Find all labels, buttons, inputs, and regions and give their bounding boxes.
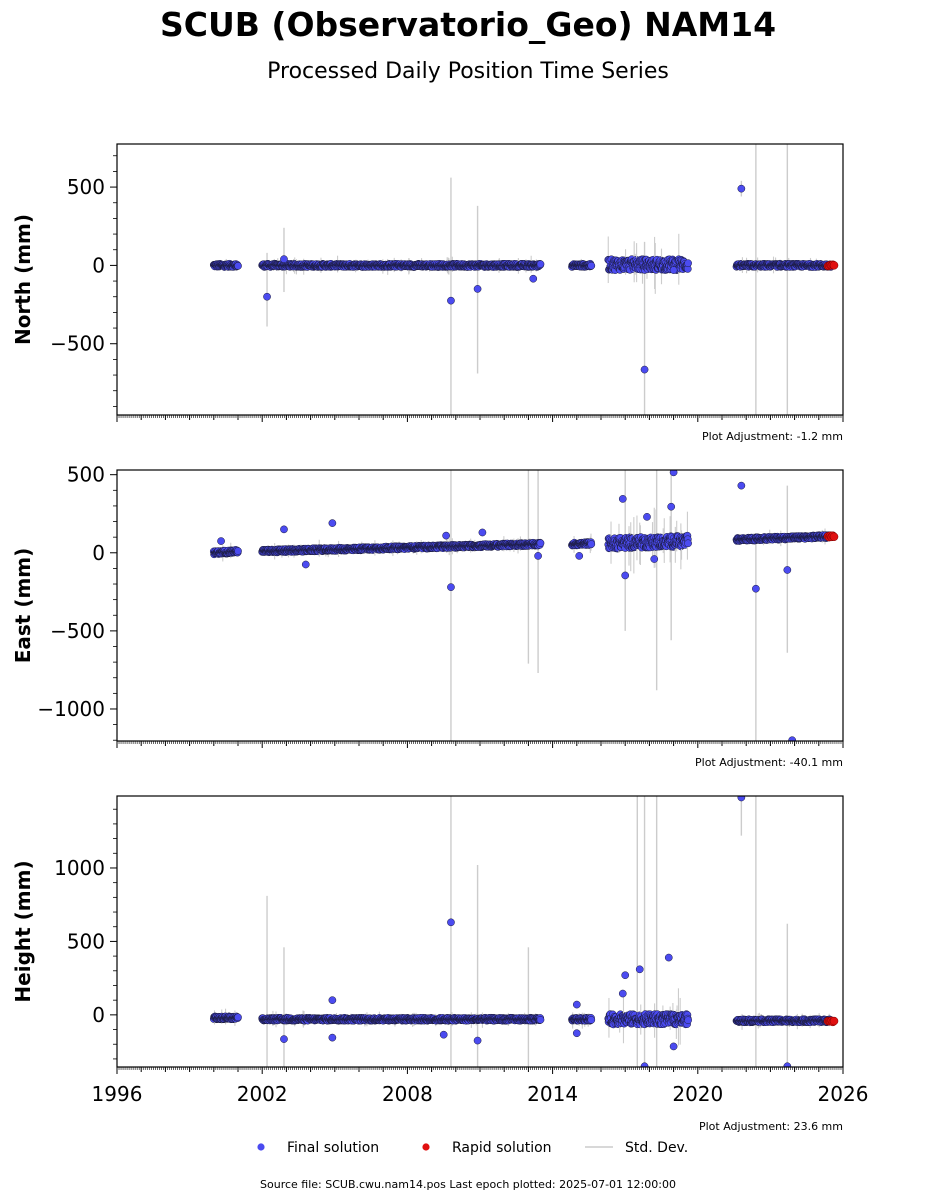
final-solution-point [263, 292, 271, 301]
final-solution-point [788, 736, 797, 741]
final-solution-point [536, 260, 545, 268]
panel-frame [116, 469, 844, 742]
final-solution-point [478, 528, 487, 537]
final-solution-point [536, 1015, 545, 1024]
final-solution-point [669, 470, 678, 477]
final-solution-point [587, 540, 596, 548]
final-solution-point [301, 560, 310, 569]
final-solution-point [536, 539, 545, 547]
final-solution-point [640, 365, 649, 374]
y-tick-label: 500 [67, 463, 105, 487]
final-solution-point [447, 296, 455, 305]
final-solution-point [280, 255, 288, 263]
plot-adjustment-note: Plot Adjustment: -1.2 mm [702, 430, 843, 443]
plot-area [209, 796, 839, 1067]
panel-1: 500 0 −500 North (mm) Plot Adjustment: -1.2 … [11, 143, 844, 443]
rapid-solution-point [829, 532, 839, 541]
y-tick-label: 500 [67, 175, 105, 199]
chart-subtitle: Processed Daily Position Time Series [267, 59, 669, 84]
final-solution-point [667, 502, 676, 511]
final-solution-point [737, 184, 746, 193]
final-solution-point [684, 259, 692, 268]
panel-frame [116, 143, 844, 416]
y-tick-label: −500 [50, 619, 105, 643]
final-solution-point [684, 539, 692, 548]
final-solution-point [442, 531, 450, 540]
final-solution-point [234, 547, 242, 555]
y-tick-label: 0 [92, 541, 105, 565]
plot-area [209, 470, 839, 741]
final-solution-point [234, 262, 242, 270]
rapid-solution-point [829, 261, 839, 270]
y-tick-label: −500 [50, 332, 105, 356]
final-solution-point [650, 555, 659, 563]
final-solution-point [575, 552, 584, 560]
panel-2: 500 0 −500 −1000 East (mm) Plot Adjustment: -… [11, 463, 844, 769]
final-solution-point [534, 552, 542, 560]
final-solution-point [643, 513, 651, 521]
final-solution-point [621, 571, 630, 580]
plot-adjustment-note: Plot Adjustment: -40.1 mm [695, 756, 843, 769]
y-tick-label: 0 [92, 253, 105, 277]
chart-title: SCUB (Observatorio_Geo) NAM14 [160, 5, 776, 44]
final-solution-point [587, 1016, 596, 1024]
final-solution-point [473, 285, 482, 293]
final-solution-point [783, 566, 792, 574]
final-solution-point [328, 519, 337, 527]
final-solution-point [618, 495, 627, 503]
final-solution-point [447, 583, 455, 591]
final-solution-point [529, 274, 538, 283]
y-tick-label: −1000 [37, 697, 105, 721]
plot-area [209, 144, 839, 415]
final-solution-point [752, 584, 760, 593]
final-solution-point [217, 537, 225, 545]
final-solution-point [669, 266, 678, 274]
y-axis-label: North (mm) [11, 214, 35, 345]
y-axis-label: East (mm) [11, 548, 35, 664]
final-solution-point [234, 1013, 242, 1022]
final-solution-point [587, 261, 596, 270]
final-solution-point [737, 481, 746, 490]
final-solution-point [280, 525, 288, 534]
